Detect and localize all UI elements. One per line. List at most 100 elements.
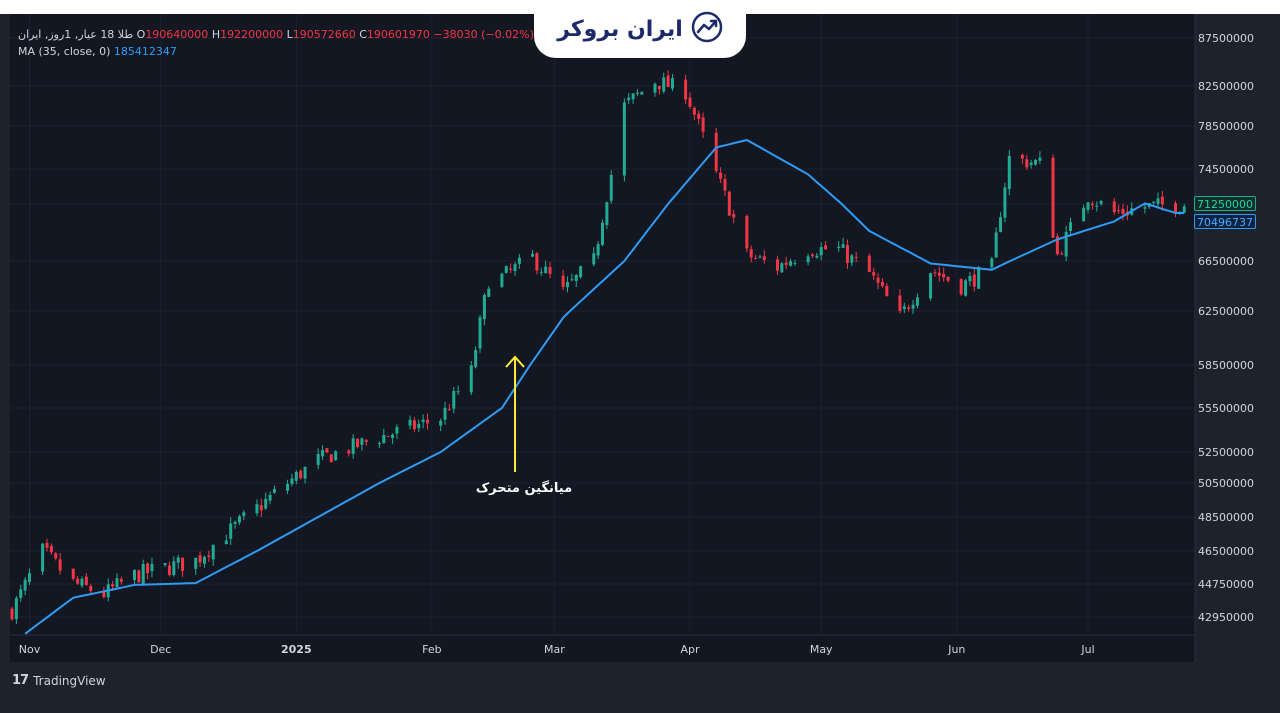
y-tick-label: 82500000 <box>1198 80 1254 93</box>
candle-body <box>27 573 31 582</box>
high-label: H <box>211 28 221 41</box>
candle-body <box>259 505 263 511</box>
arrow-head <box>505 355 525 368</box>
candle-body <box>719 172 723 179</box>
candle-body <box>395 427 399 434</box>
x-tick-label: Apr <box>680 643 700 656</box>
candle-body <box>347 450 351 454</box>
tradingview-logo[interactable]: 17 TradingView <box>12 673 106 688</box>
symbol-label[interactable]: طلا 18 عیار, 1روز, ایران <box>18 28 134 41</box>
candle-body <box>334 451 338 461</box>
candle-body <box>517 257 521 264</box>
candle-body <box>426 419 430 424</box>
candle-body <box>412 420 416 430</box>
candle-body <box>172 561 176 575</box>
candle-body <box>237 516 241 523</box>
candle-body <box>999 217 1003 232</box>
candle-body <box>356 438 360 447</box>
candles <box>10 70 1186 624</box>
candle-body <box>688 97 692 107</box>
candle-body <box>49 545 53 553</box>
candle-body <box>758 256 762 258</box>
y-tick-label: 58500000 <box>1198 359 1254 372</box>
candle-body <box>990 258 994 268</box>
candle-body <box>824 245 828 250</box>
x-tick-label: Dec <box>150 643 171 656</box>
candle-body <box>653 83 657 93</box>
candle-body <box>605 202 609 225</box>
annotation-label: میانگین متحرک <box>475 481 573 496</box>
candle-body <box>1060 253 1064 255</box>
candle-body <box>417 423 421 429</box>
candle-body <box>386 435 390 437</box>
candle-body <box>937 272 941 276</box>
candle-body <box>929 273 933 299</box>
candle-body <box>946 276 950 281</box>
candle-body <box>229 523 233 539</box>
candle-body <box>723 179 727 191</box>
ma-label[interactable]: MA (35, close, 0) <box>18 45 111 58</box>
candle-body <box>561 275 565 287</box>
candle-body <box>1117 210 1121 212</box>
candle-body <box>994 232 998 258</box>
plot-background <box>10 14 1195 662</box>
candle-body <box>579 266 583 278</box>
ma-series <box>24 138 1185 635</box>
candle-body <box>789 261 793 266</box>
candle-body <box>933 272 937 274</box>
candle-body <box>806 256 810 263</box>
candle-body <box>872 271 876 276</box>
candle-body <box>474 349 478 367</box>
candle-body <box>793 262 797 264</box>
candle-body <box>41 543 45 572</box>
candle-body <box>443 407 447 420</box>
candle-body <box>115 578 119 587</box>
candle-body <box>907 307 911 309</box>
y-tick-label: 87500000 <box>1198 32 1254 45</box>
candle-body <box>19 589 23 598</box>
candle-body <box>819 247 823 256</box>
candle-body <box>364 440 368 442</box>
candle-body <box>697 113 701 119</box>
candle-body <box>202 556 206 564</box>
ma-price-tag: 70496737 <box>1194 214 1256 229</box>
y-tick-label: 62500000 <box>1198 305 1254 318</box>
candle-body <box>1086 202 1090 210</box>
candle-body <box>745 215 749 249</box>
y-tick-label: 74500000 <box>1198 163 1254 176</box>
candle-body <box>885 285 889 297</box>
candle-body <box>727 191 731 216</box>
candle-body <box>574 274 578 281</box>
candle-body <box>1095 205 1099 207</box>
candle-body <box>391 434 395 439</box>
candle-body <box>163 563 167 566</box>
candle-body <box>351 438 355 454</box>
candle-body <box>377 443 381 445</box>
candle-body <box>1112 201 1116 213</box>
candle-body <box>635 92 639 94</box>
x-axis[interactable]: Nov Dec 2025 Feb Mar Apr May Jun Jul <box>10 634 1195 656</box>
x-tick-label: Jun <box>947 643 965 656</box>
candle-body <box>286 484 290 491</box>
candle-body <box>754 257 758 259</box>
candle-body <box>662 77 666 92</box>
candle-body <box>84 576 88 585</box>
candle-body <box>325 448 329 453</box>
y-axis[interactable]: 87500000 82500000 78500000 74500000 71250000… <box>1194 14 1254 662</box>
candle-body <box>255 504 259 514</box>
high-value: 192200000 <box>220 28 284 41</box>
logo-text: ایران بروکر <box>557 16 683 42</box>
candle-body <box>749 249 753 258</box>
candle-body <box>102 590 106 598</box>
candle-body <box>810 254 814 257</box>
candle-body <box>657 85 661 90</box>
candle-body <box>627 97 631 101</box>
candle-body <box>845 245 849 263</box>
candle-body <box>622 102 626 176</box>
logo: ایران بروکر <box>534 0 746 58</box>
open-value: 190640000 <box>145 28 209 41</box>
candle-body <box>1069 222 1073 232</box>
candle-body <box>76 578 80 584</box>
candle-body <box>837 246 841 248</box>
